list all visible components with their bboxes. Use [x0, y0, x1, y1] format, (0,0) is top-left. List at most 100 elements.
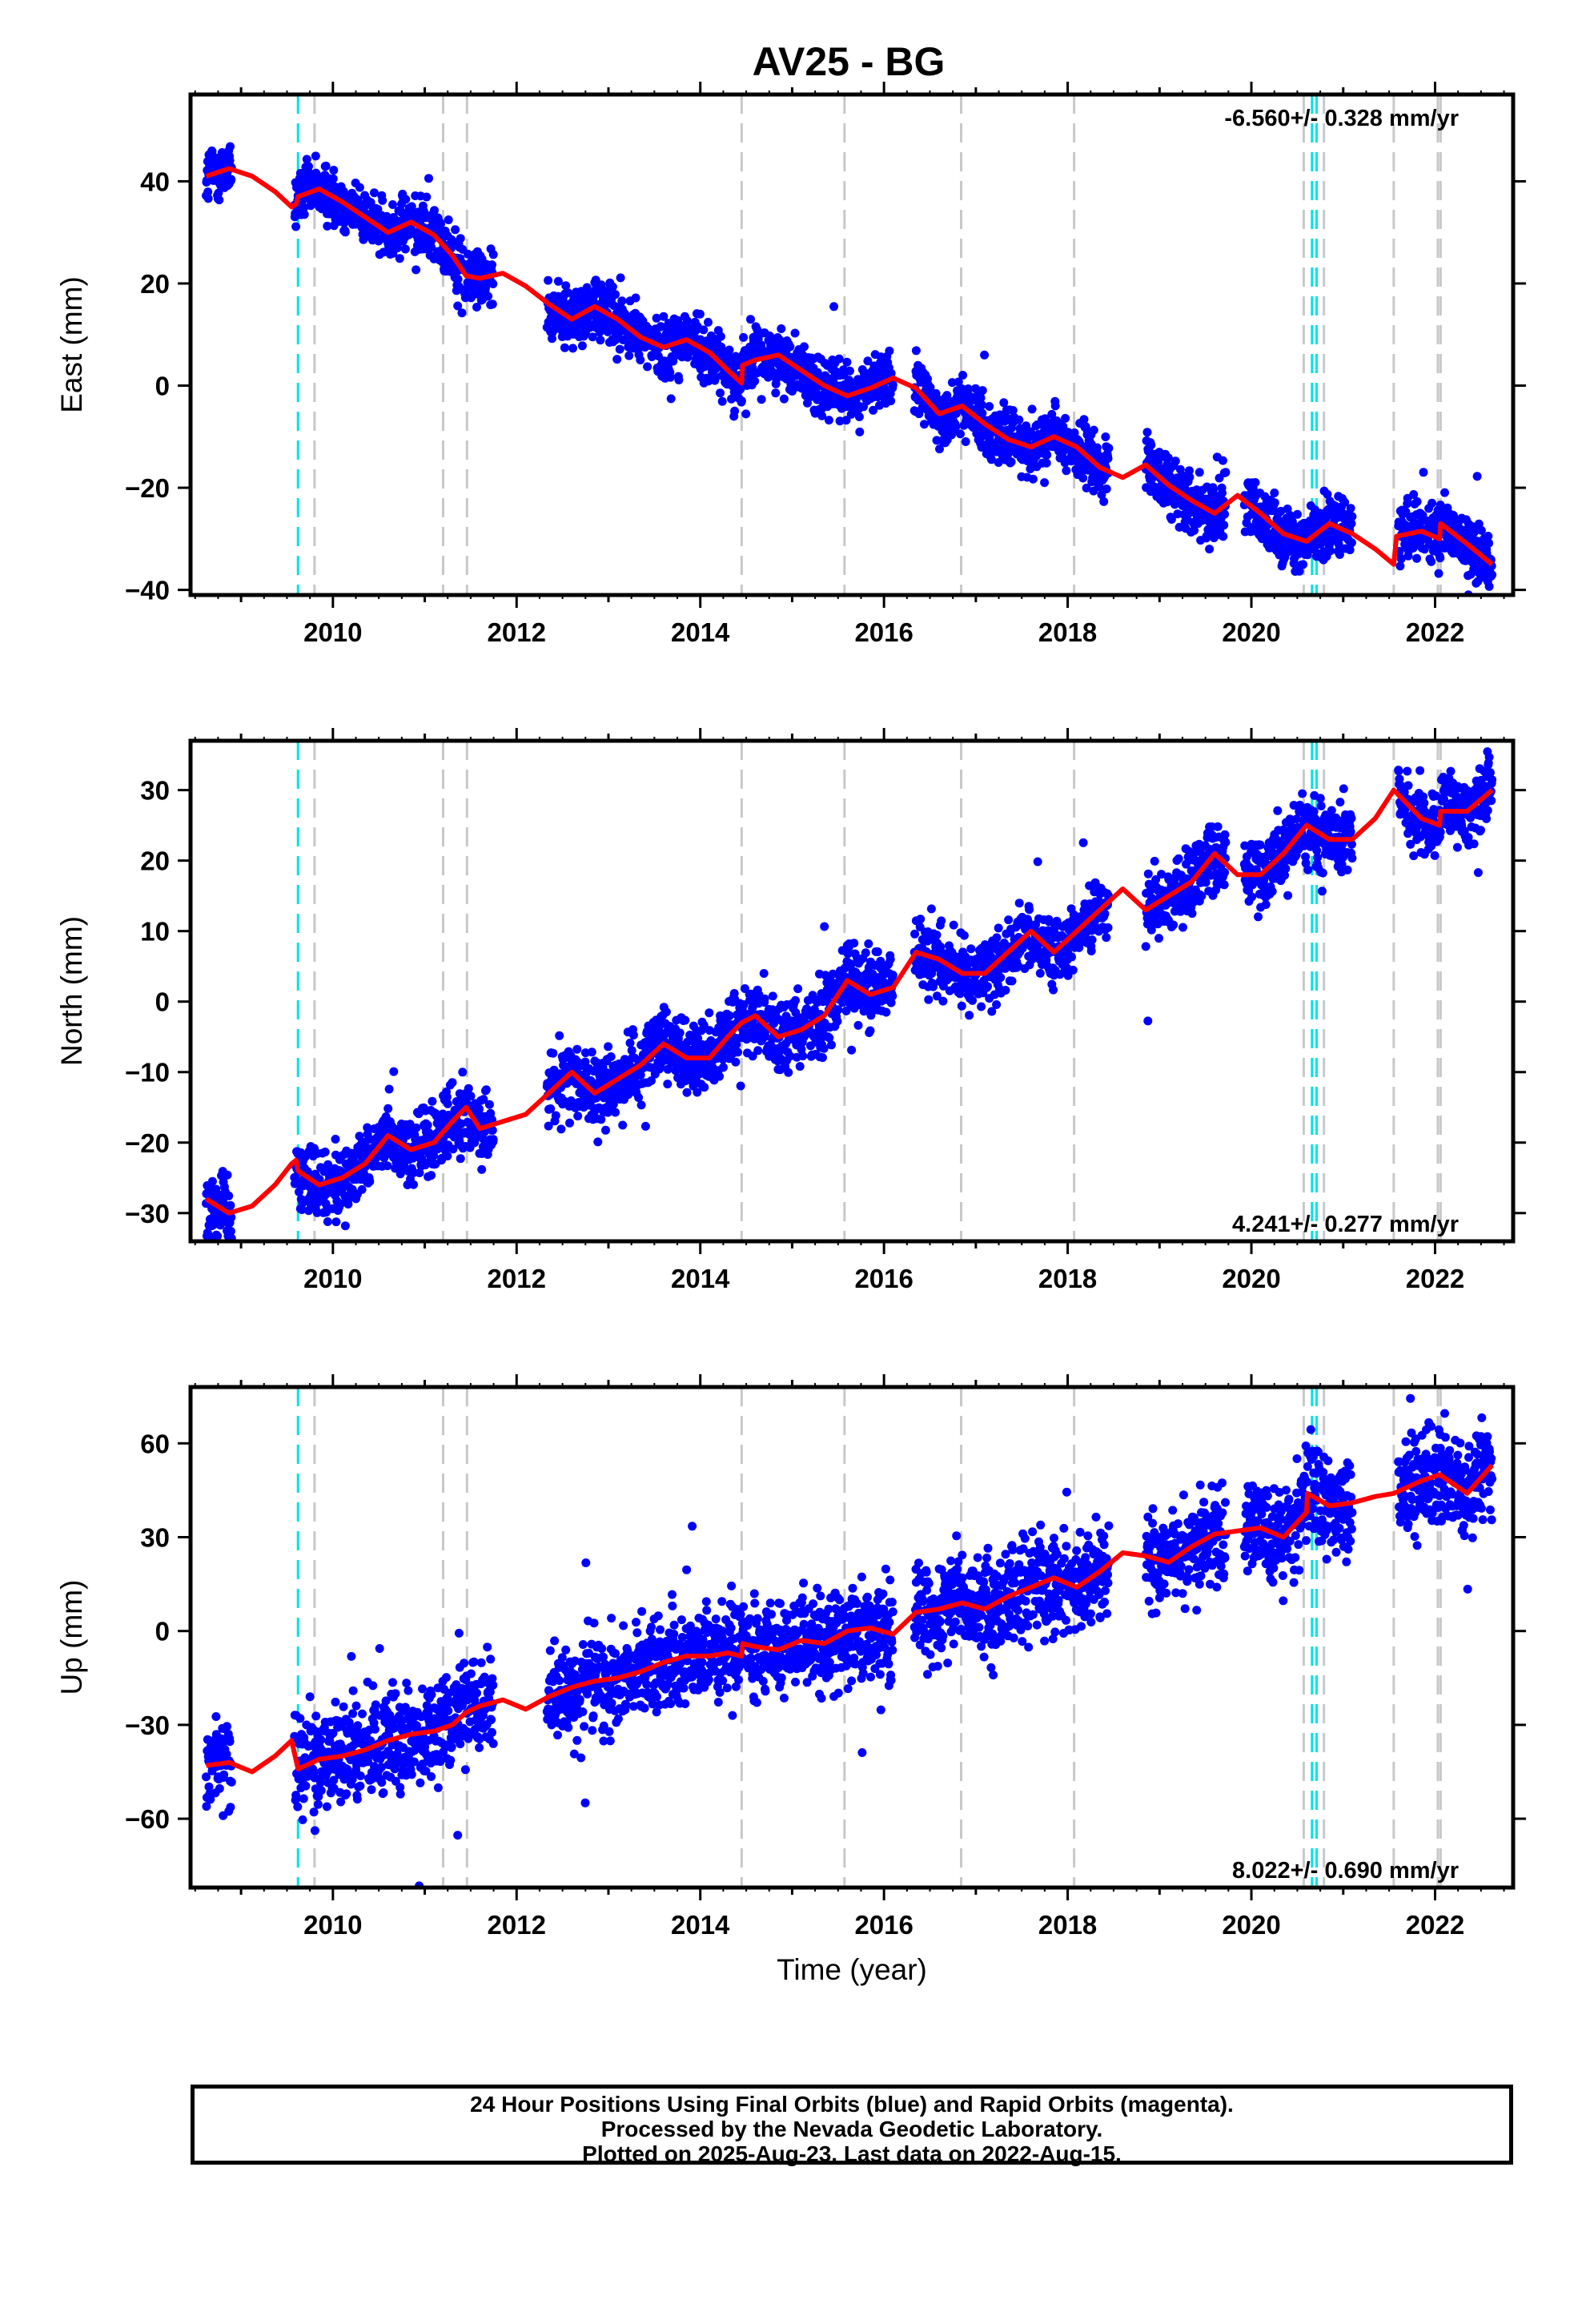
- data-point: [771, 388, 781, 398]
- data-point: [798, 1051, 808, 1061]
- data-point: [636, 356, 645, 364]
- data-point: [636, 1071, 645, 1080]
- data-point: [323, 221, 332, 231]
- data-point: [958, 371, 968, 380]
- data-point: [587, 1047, 596, 1057]
- data-point: [929, 982, 938, 991]
- data-point: [779, 394, 789, 404]
- data-point: [842, 357, 852, 367]
- data-point: [1409, 490, 1419, 499]
- data-point: [888, 971, 897, 980]
- data-point: [1251, 478, 1260, 487]
- data-point: [849, 939, 859, 948]
- data-point: [323, 1217, 332, 1226]
- panels: 2010 2012 2014 2016 2018 2020 2022−40−2002040E…: [55, 82, 1526, 1986]
- data-point: [1099, 497, 1109, 506]
- data-point: [448, 1144, 458, 1154]
- data-point: [1396, 554, 1406, 564]
- data-point: [715, 1072, 725, 1081]
- data-point: [384, 1084, 394, 1094]
- data-point: [833, 1016, 842, 1026]
- data-point: [203, 187, 213, 197]
- data-point: [1062, 466, 1071, 476]
- data-point: [412, 265, 421, 275]
- data-point: [1027, 404, 1037, 414]
- data-point: [656, 322, 665, 332]
- data-point: [824, 416, 833, 425]
- data-point: [1488, 570, 1497, 580]
- data-point: [608, 282, 617, 292]
- data-point: [980, 350, 990, 360]
- data-point: [227, 175, 236, 184]
- data-point: [737, 396, 746, 406]
- data-point: [854, 412, 864, 421]
- data-point: [700, 1083, 709, 1092]
- data-point: [1434, 569, 1443, 578]
- data-point: [681, 1015, 690, 1025]
- data-point: [885, 955, 895, 964]
- data-point: [956, 429, 965, 439]
- data-point: [393, 243, 403, 252]
- data-point: [1097, 490, 1106, 500]
- data-point: [203, 194, 213, 203]
- data-point: [401, 195, 411, 204]
- data-point: [611, 290, 620, 300]
- data-point: [863, 356, 873, 366]
- data-point: [910, 929, 920, 939]
- data-point: [705, 1008, 714, 1018]
- data-point: [415, 1168, 424, 1177]
- data-point: [949, 920, 958, 930]
- data-point: [759, 969, 769, 978]
- data-point: [448, 1078, 457, 1088]
- data-point: [675, 1028, 685, 1038]
- data-point: [719, 1063, 728, 1072]
- data-point: [544, 1121, 553, 1131]
- data-point: [911, 346, 921, 356]
- data-point: [795, 1062, 805, 1072]
- x-tick-label: 2014: [671, 617, 730, 647]
- data-point: [716, 332, 725, 341]
- data-point: [451, 225, 460, 235]
- data-point: [1101, 432, 1110, 441]
- data-point: [992, 1000, 1002, 1009]
- data-point: [1219, 532, 1228, 541]
- data-point: [389, 1067, 399, 1076]
- data-point: [1170, 456, 1180, 466]
- data-point: [987, 1007, 997, 1016]
- data-point: [855, 427, 865, 436]
- data-point: [693, 1034, 703, 1043]
- data-point: [1347, 512, 1357, 521]
- data-point: [1395, 561, 1405, 571]
- data-point: [331, 1135, 340, 1144]
- data-point: [818, 1053, 827, 1063]
- data-point: [682, 1088, 692, 1097]
- data-point: [1427, 498, 1437, 508]
- data-point: [1008, 406, 1018, 415]
- data-point: [407, 202, 416, 211]
- data-point: [601, 1125, 610, 1135]
- data-point: [793, 984, 803, 994]
- data-point: [1484, 532, 1493, 541]
- data-point: [1412, 553, 1422, 563]
- data-point: [1412, 497, 1422, 506]
- data-point: [481, 1085, 491, 1095]
- data-point: [753, 1046, 763, 1055]
- data-point: [1042, 458, 1051, 468]
- data-point: [1006, 457, 1016, 467]
- data-point: [1326, 546, 1335, 556]
- data-point: [223, 1170, 232, 1180]
- data-point: [453, 301, 463, 311]
- data-point: [663, 1080, 673, 1089]
- data-point: [926, 383, 935, 392]
- data-point: [661, 1007, 671, 1017]
- data-point: [1347, 538, 1356, 548]
- data-point: [488, 1125, 497, 1135]
- data-point: [1078, 473, 1088, 483]
- data-point: [464, 1084, 473, 1093]
- x-tick-label: 2018: [1038, 617, 1097, 647]
- data-point: [340, 227, 350, 237]
- data-point: [1173, 509, 1182, 519]
- data-point: [927, 969, 937, 978]
- data-point: [370, 188, 379, 198]
- data-point: [565, 1118, 574, 1128]
